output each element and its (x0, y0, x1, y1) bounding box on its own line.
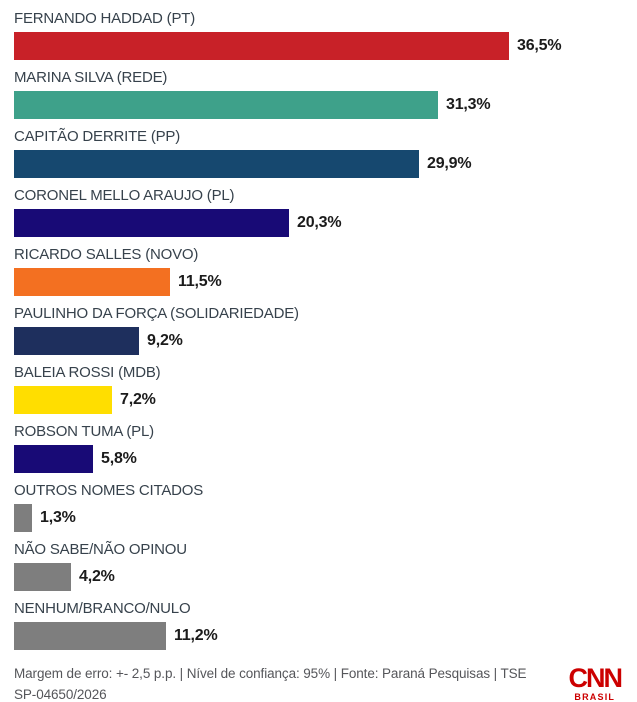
cnn-logo-icon: CNN (568, 663, 623, 693)
cnn-brasil-logo: CNN BRASIL (568, 663, 623, 702)
bar-rows: FERNANDO HADDAD (PT) 36,5% MARINA SILVA (R… (14, 11, 623, 650)
bar-row: FERNANDO HADDAD (PT) 36,5% (14, 11, 623, 60)
candidate-label: PAULINHO DA FORÇA (SOLIDARIEDADE) (14, 305, 299, 322)
bar (14, 327, 139, 355)
candidate-label: OUTROS NOMES CITADOS (14, 482, 204, 499)
value-label: 7,2% (120, 391, 156, 408)
bar-track: 1,3% (14, 504, 623, 532)
candidate-label: CORONEL MELLO ARAUJO (PL) (14, 187, 235, 204)
candidate-label: NÃO SABE/NÃO OPINOU (14, 541, 187, 558)
bar (14, 91, 438, 119)
bar-row: PAULINHO DA FORÇA (SOLIDARIEDADE) 9,2% (14, 306, 623, 355)
bar-row: CORONEL MELLO ARAUJO (PL) 20,3% (14, 188, 623, 237)
candidate-label: RICARDO SALLES (NOVO) (14, 246, 199, 263)
value-label: 11,2% (174, 627, 218, 644)
candidate-label: ROBSON TUMA (PL) (14, 423, 154, 440)
value-label: 20,3% (297, 214, 342, 231)
cnn-logo-subtext: BRASIL (574, 692, 616, 702)
candidate-label: CAPITÃO DERRITE (PP) (14, 128, 181, 145)
bar (14, 268, 170, 296)
bar (14, 209, 289, 237)
bar-row: NENHUM/BRANCO/NULO 11,2% (14, 601, 623, 650)
bar-row: ROBSON TUMA (PL) 5,8% (14, 424, 623, 473)
candidate-label: BALEIA ROSSI (MDB) (14, 364, 161, 381)
value-label: 29,9% (427, 155, 472, 172)
value-label: 4,2% (79, 568, 115, 585)
bar-track: 9,2% (14, 327, 623, 355)
value-label: 1,3% (40, 509, 76, 526)
candidate-label: FERNANDO HADDAD (PT) (14, 10, 196, 27)
bar-row: RICARDO SALLES (NOVO) 11,5% (14, 247, 623, 296)
bar-track: 31,3% (14, 91, 623, 119)
bar (14, 445, 93, 473)
bar-track: 4,2% (14, 563, 623, 591)
bar-track: 20,3% (14, 209, 623, 237)
bar-track: 11,5% (14, 268, 623, 296)
bar (14, 563, 71, 591)
bar-track: 5,8% (14, 445, 623, 473)
candidate-label: NENHUM/BRANCO/NULO (14, 600, 191, 617)
bar-row: BALEIA ROSSI (MDB) 7,2% (14, 365, 623, 414)
footer: Margem de erro: +- 2,5 p.p. | Nível de c… (14, 664, 623, 702)
bar-row: MARINA SILVA (REDE) 31,3% (14, 70, 623, 119)
bar-track: 7,2% (14, 386, 623, 414)
value-label: 11,5% (178, 273, 222, 290)
value-label: 31,3% (446, 96, 491, 113)
bar (14, 504, 32, 532)
value-label: 5,8% (101, 450, 137, 467)
bar-track: 29,9% (14, 150, 623, 178)
methodology-note: Margem de erro: +- 2,5 p.p. | Nível de c… (14, 666, 527, 702)
bar (14, 32, 509, 60)
bar (14, 150, 419, 178)
bar (14, 386, 112, 414)
bar-track: 36,5% (14, 32, 623, 60)
bar-track: 11,2% (14, 622, 623, 650)
bar-row: OUTROS NOMES CITADOS 1,3% (14, 483, 623, 532)
value-label: 9,2% (147, 332, 183, 349)
candidate-label: MARINA SILVA (REDE) (14, 69, 168, 86)
bar-row: CAPITÃO DERRITE (PP) 29,9% (14, 129, 623, 178)
value-label: 36,5% (517, 37, 562, 54)
bar (14, 622, 166, 650)
bar-row: NÃO SABE/NÃO OPINOU 4,2% (14, 542, 623, 591)
